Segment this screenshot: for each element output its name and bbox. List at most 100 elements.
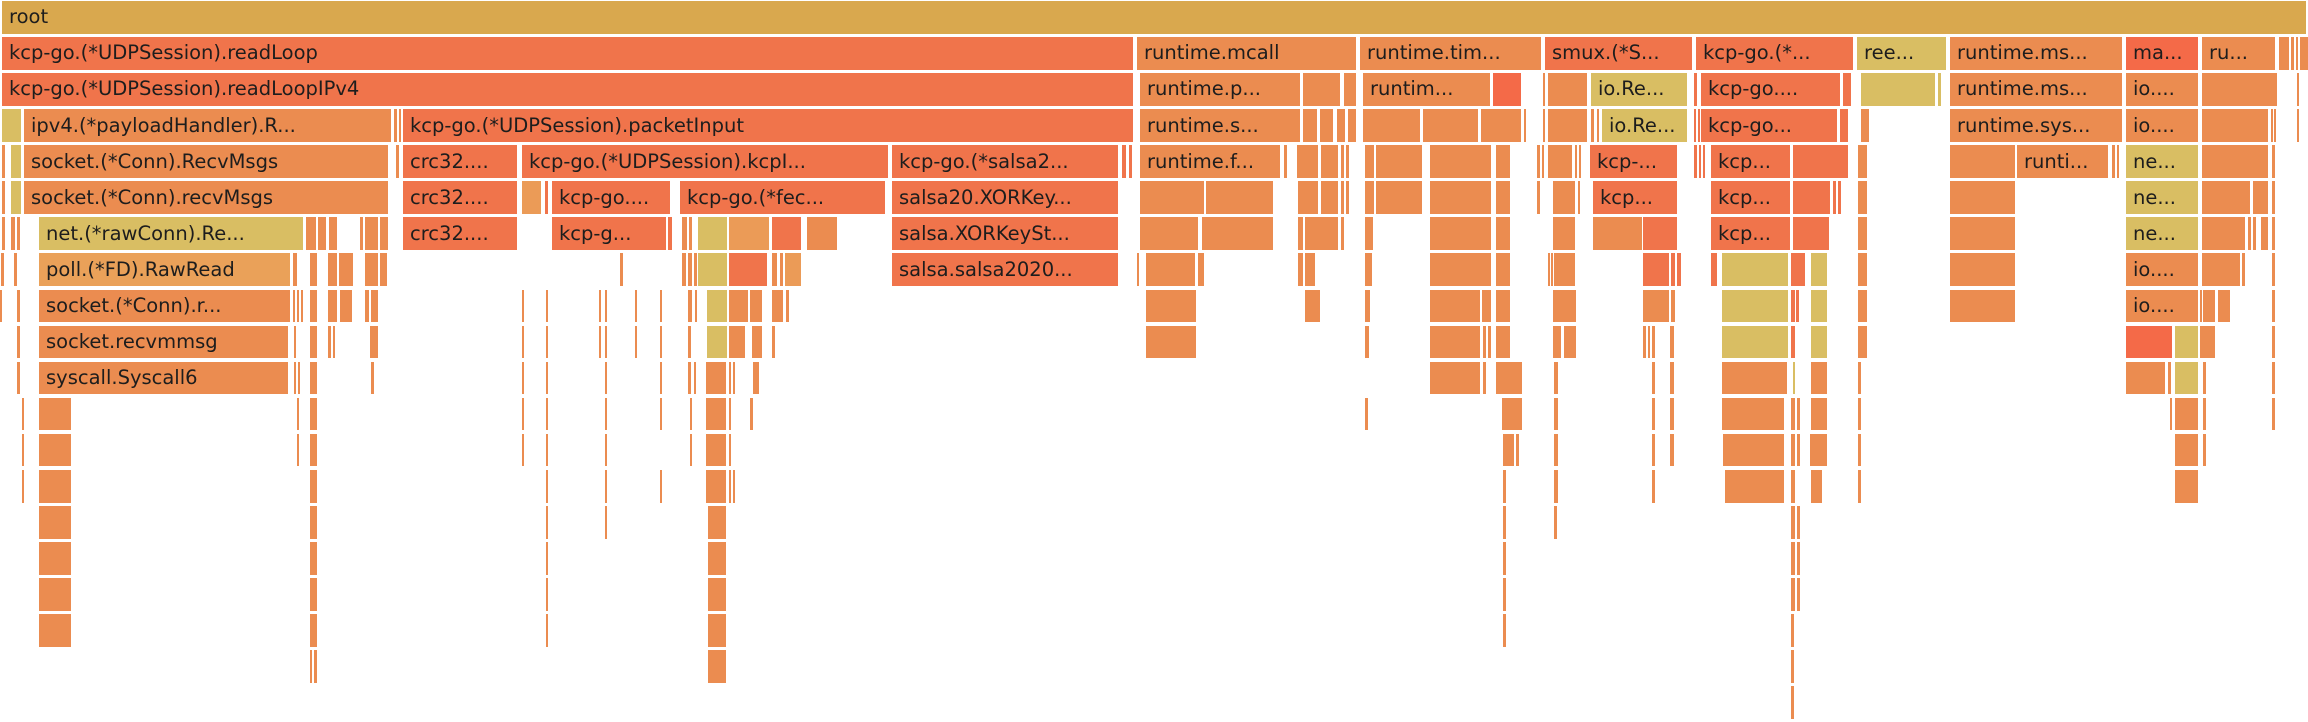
frame-bar[interactable] <box>660 325 662 359</box>
frame-bar[interactable] <box>1811 397 1827 431</box>
frame-bar[interactable] <box>2202 109 2268 142</box>
frame-bar[interactable] <box>2175 397 2198 431</box>
frame-bar[interactable] <box>1496 145 1510 178</box>
frame-bar[interactable] <box>310 433 317 467</box>
frame-bar[interactable] <box>546 614 548 647</box>
frame-bar[interactable] <box>694 361 696 395</box>
frame-bar[interactable] <box>1670 397 1674 431</box>
frame-kcp[interactable]: kcp... <box>1593 181 1677 214</box>
frame-bar[interactable] <box>1543 73 1545 106</box>
frame-bar[interactable] <box>1321 181 1338 214</box>
frame-bar[interactable] <box>1543 109 1545 142</box>
frame-bar[interactable] <box>2 145 5 178</box>
frame-bar[interactable] <box>1502 397 1522 431</box>
frame-bar[interactable] <box>729 217 769 250</box>
frame-salsa-salsa2020[interactable]: salsa.salsa2020... <box>892 253 1118 287</box>
frame-bar[interactable] <box>2202 73 2277 106</box>
frame-bar[interactable] <box>1793 361 1795 395</box>
frame-bar[interactable] <box>310 614 317 647</box>
frame-bar[interactable] <box>1833 181 1836 214</box>
frame-bar[interactable] <box>1579 145 1581 178</box>
frame-bar[interactable] <box>1670 433 1674 467</box>
frame-bar[interactable] <box>2203 433 2206 467</box>
frame-bar[interactable] <box>2261 217 2268 250</box>
frame-bar[interactable] <box>1950 181 2015 214</box>
frame-bar[interactable] <box>2272 325 2275 359</box>
frame-runtime-mcall[interactable]: runtime.mcall <box>1137 37 1356 70</box>
frame-bar[interactable] <box>306 217 316 250</box>
frame-bar[interactable] <box>1791 542 1795 575</box>
frame-bar[interactable] <box>1496 289 1510 323</box>
frame-bar[interactable] <box>333 325 335 359</box>
frame-bar[interactable] <box>2272 145 2275 178</box>
frame-bar[interactable] <box>706 361 726 395</box>
frame-bar[interactable] <box>1703 145 1705 178</box>
frame-bar[interactable] <box>310 397 317 431</box>
frame-bar[interactable] <box>22 397 24 431</box>
frame-bar[interactable] <box>729 397 731 431</box>
frame-bar[interactable] <box>688 289 692 323</box>
frame-bar[interactable] <box>2202 253 2240 287</box>
frame-bar[interactable] <box>708 614 726 647</box>
frame-bar[interactable] <box>1303 73 1340 106</box>
frame-bar[interactable] <box>1858 253 1867 287</box>
frame-bar[interactable] <box>1496 181 1510 214</box>
frame-bar[interactable] <box>1791 253 1805 287</box>
frame-bar[interactable] <box>750 397 753 431</box>
frame-bar[interactable] <box>1553 181 1575 214</box>
frame-bar[interactable] <box>708 650 726 683</box>
frame-bar[interactable] <box>752 325 762 359</box>
frame-bar[interactable] <box>1348 109 1356 142</box>
frame-bar[interactable] <box>772 253 777 287</box>
frame-bar[interactable] <box>310 578 317 611</box>
frame-ree[interactable]: ree... <box>1857 37 1946 70</box>
frame-bar[interactable] <box>396 145 399 178</box>
frame-bar[interactable] <box>328 289 337 323</box>
frame-bar[interactable] <box>1722 361 1787 395</box>
frame-root[interactable]: root <box>2 1 2306 34</box>
frame-bar[interactable] <box>314 650 317 683</box>
frame-bar[interactable] <box>1950 289 2015 323</box>
frame-bar[interactable] <box>371 361 374 395</box>
frame-ne[interactable]: ne... <box>2126 145 2198 178</box>
frame-bar[interactable] <box>1797 397 1800 431</box>
frame-bar[interactable] <box>310 542 317 575</box>
frame-bar[interactable] <box>340 289 352 323</box>
frame-bar[interactable] <box>522 325 524 359</box>
frame-bar[interactable] <box>1723 433 1784 467</box>
frame-bar[interactable] <box>695 289 697 323</box>
frame-bar[interactable] <box>1858 397 1861 431</box>
frame-bar[interactable] <box>2297 73 2299 106</box>
frame-bar[interactable] <box>1652 361 1655 395</box>
frame-bar[interactable] <box>1796 289 1799 323</box>
frame-runti[interactable]: runti... <box>2017 145 2108 178</box>
frame-bar[interactable] <box>1791 397 1795 431</box>
frame-bar[interactable] <box>1858 469 1861 503</box>
frame-bar[interactable] <box>2272 397 2275 431</box>
frame-bar[interactable] <box>522 361 524 395</box>
frame-bar[interactable] <box>2253 181 2268 214</box>
frame-bar[interactable] <box>1376 145 1422 178</box>
frame-bar[interactable] <box>2200 289 2202 323</box>
frame-bar[interactable] <box>2126 325 2172 359</box>
frame-socket-conn-recvmsgs[interactable]: socket.(*Conn).recvMsgs <box>24 181 388 214</box>
frame-bar[interactable] <box>1146 325 1196 359</box>
frame-bar[interactable] <box>1503 505 1506 539</box>
frame-bar[interactable] <box>546 578 548 611</box>
frame-bar[interactable] <box>1137 253 1139 287</box>
frame-crc32[interactable]: crc32.... <box>403 217 517 250</box>
frame-bar[interactable] <box>1341 145 1344 178</box>
frame-bar[interactable] <box>807 217 837 250</box>
frame-bar[interactable] <box>1858 361 1861 395</box>
frame-io[interactable]: io.... <box>2126 109 2198 142</box>
frame-bar[interactable] <box>1791 650 1794 683</box>
frame-crc32[interactable]: crc32.... <box>403 181 517 214</box>
frame-bar[interactable] <box>698 253 727 287</box>
frame-bar[interactable] <box>1488 325 1491 359</box>
frame-bar[interactable] <box>297 433 299 467</box>
frame-bar[interactable] <box>1722 325 1788 359</box>
frame-bar[interactable] <box>2175 325 2198 359</box>
frame-bar[interactable] <box>772 217 801 250</box>
frame-bar[interactable] <box>1554 505 1557 539</box>
frame-bar[interactable] <box>753 361 759 395</box>
